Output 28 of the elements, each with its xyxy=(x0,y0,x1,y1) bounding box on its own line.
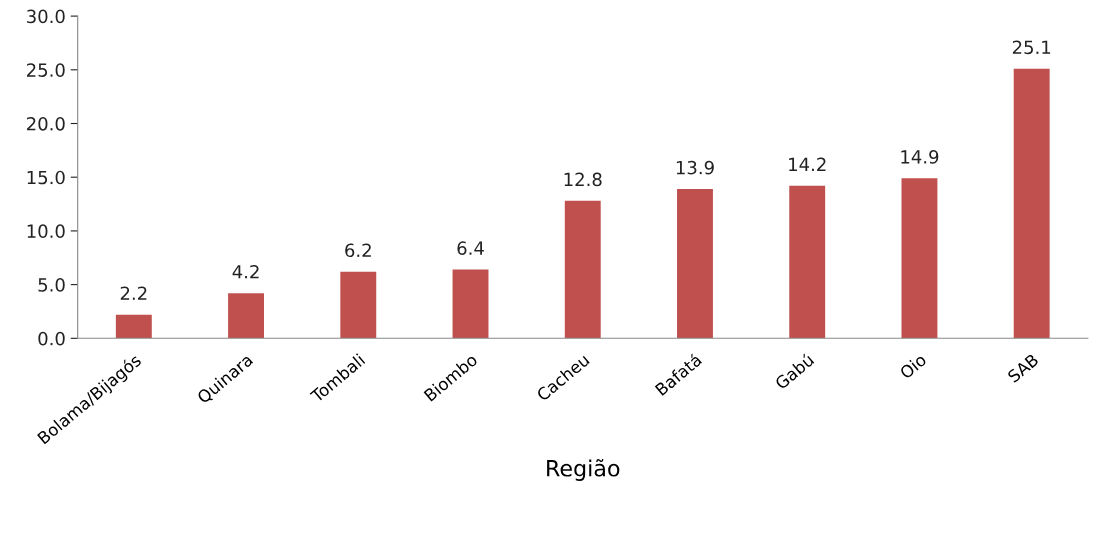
data-label: 4.2 xyxy=(232,264,259,279)
data-label: 2.2 xyxy=(120,286,147,300)
y-tick-label: 5.0 xyxy=(38,278,65,292)
data-label: 25.1 xyxy=(1012,40,1051,55)
x-tick-label: Oio xyxy=(898,352,928,380)
y-tick-label: 25.0 xyxy=(27,63,65,77)
data-label: 6.4 xyxy=(457,241,484,255)
x-axis-title: Região xyxy=(547,459,620,481)
y-tick-label: 20.0 xyxy=(27,116,65,131)
data-label: 14.9 xyxy=(901,150,939,164)
data-label: 12.8 xyxy=(564,172,602,187)
y-tick-label: 15.0 xyxy=(27,170,65,185)
bar xyxy=(115,314,152,339)
bar xyxy=(677,189,713,339)
x-tick-label: SAB xyxy=(1006,353,1040,384)
data-label: 6.2 xyxy=(345,243,371,258)
bar xyxy=(228,293,265,339)
y-tick-label: 30.0 xyxy=(27,9,65,24)
data-label: 13.9 xyxy=(676,160,714,175)
bar xyxy=(901,178,938,339)
bar xyxy=(340,271,377,339)
y-tick-label: 10.0 xyxy=(27,224,65,239)
bar xyxy=(564,200,601,339)
data-label: 14.2 xyxy=(789,157,826,171)
bar xyxy=(452,269,489,339)
bar xyxy=(1013,68,1050,339)
bar xyxy=(789,185,826,339)
y-tick-label: 0.0 xyxy=(38,331,65,346)
